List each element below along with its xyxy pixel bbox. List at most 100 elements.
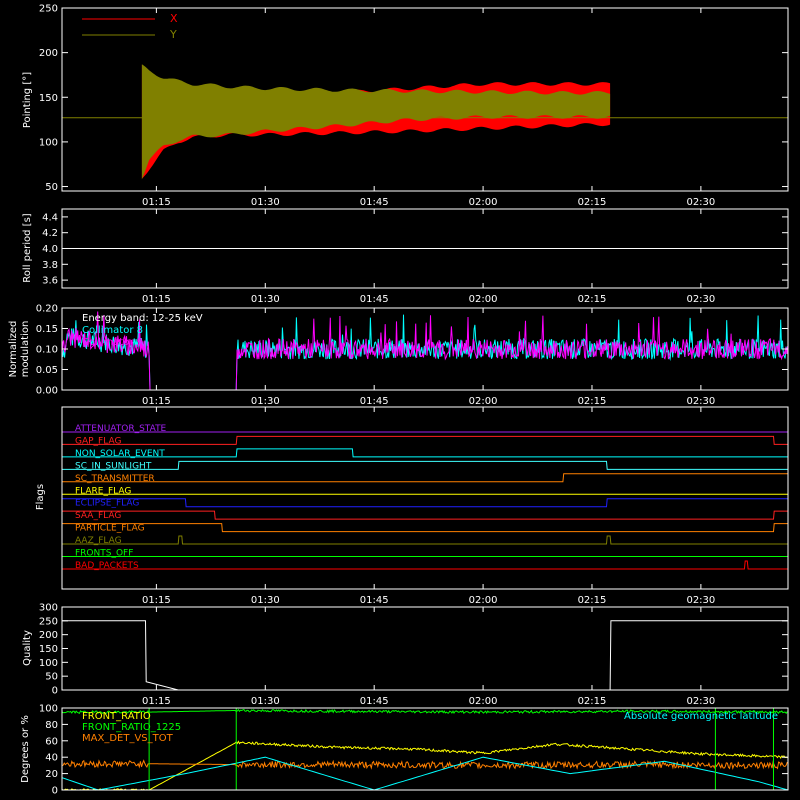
y-tick-label: 80: [45, 720, 58, 731]
roll-period-ylabel: Roll period [s]: [22, 213, 33, 282]
modulation-energy-band: Energy band: 12-25 keV: [82, 313, 203, 324]
x-tick-label: 01:45: [360, 197, 389, 208]
x-tick-label: 02:00: [469, 294, 498, 305]
flag-labels: ATTENUATOR_STATE GAP_FLAG NON_SOLAR_EVENT S…: [75, 424, 167, 571]
flag-label-particle-flag: PARTICLE_FLAG: [75, 524, 145, 534]
flag-label-sc-in-sunlight: SC_IN_SUNLIGHT: [75, 461, 152, 471]
degrees-frame: [61, 707, 789, 791]
y-tick-label: 0.00: [36, 386, 58, 397]
y-tick-label: 4.4: [42, 212, 58, 223]
flag-label-sc-transmitter: SC_TRANSMITTER: [75, 474, 155, 484]
quality-ylabel: Quality: [22, 630, 33, 666]
degrees-yticks: 0 20 40 60 80 100: [39, 704, 788, 797]
modulation-collimator-9: Collimator 9: [82, 337, 143, 348]
y-tick-label: 60: [45, 736, 58, 747]
x-tick-label: 02:15: [578, 294, 607, 305]
x-tick-label: 01:15: [142, 396, 171, 407]
legend-front-ratio: FRONT_RATIO: [82, 711, 151, 722]
y-tick-label: 50: [45, 182, 58, 193]
y-tick-label: 300: [39, 603, 58, 614]
x-tick-label: 01:30: [251, 197, 280, 208]
flag-line-aaz-flag: [62, 535, 788, 545]
flag-line-saa-flag: [62, 510, 788, 520]
degrees-trace-0: [61, 740, 788, 791]
modulation-yticks: 0.00 0.05 0.10 0.15 0.20: [36, 304, 788, 397]
modulation-ylabel-2: modulation: [20, 321, 31, 378]
degrees-panel: 0 20 40 60 80 100 Degrees or % FRONT_RATIO FR…: [20, 704, 789, 797]
flag-label-saa-flag: SAA_FLAG: [75, 511, 121, 521]
pointing-ylabel: Pointing [°]: [22, 72, 33, 128]
y-tick-label: 0.10: [36, 345, 58, 356]
x-tick-label: 01:45: [360, 396, 389, 407]
y-tick-label: 0.15: [36, 324, 58, 335]
x-tick-label: 01:30: [251, 696, 280, 707]
flag-lines: [62, 431, 788, 570]
geomagnetic-latitude-label: Absolute geomagnetic latitude: [624, 711, 778, 722]
x-tick-label: 02:15: [578, 595, 607, 606]
x-tick-label: 01:45: [360, 595, 389, 606]
x-tick-label: 02:00: [469, 197, 498, 208]
x-tick-label: 01:45: [360, 696, 389, 707]
y-tick-label: 150: [39, 644, 58, 655]
pointing-xticks: 01:15 01:30 01:45 02:00 02:15 02:30: [142, 8, 715, 208]
flag-label-flare-flag: FLARE_FLAG: [75, 486, 131, 496]
legend-max-det-vs-tot: MAX_DET_VS_TOT: [82, 733, 174, 744]
quality-xticks: 01:15 01:30 01:45 02:00 02:15 02:30: [142, 607, 715, 707]
x-tick-label: 01:15: [142, 696, 171, 707]
flag-line-eclipse-flag: [62, 498, 788, 508]
flags-xticks: 01:15 01:30 01:45 02:00 02:15 02:30: [142, 407, 715, 606]
flag-label-aaz-flag: AAZ_FLAG: [75, 536, 122, 546]
flag-line-sc-in-sunlight: [62, 460, 788, 470]
x-tick-label: 02:30: [686, 396, 715, 407]
modulation-xticks: 01:15 01:30 01:45 02:00 02:15 02:30: [142, 308, 715, 407]
legend-x-label: X: [170, 12, 178, 25]
quality-yticks: 0 50 100 150 200 250 300: [39, 603, 788, 697]
legend-front-ratio-1225: FRONT_RATIO_1225: [82, 722, 181, 733]
flag-label-eclipse-flag: ECLIPSE_FLAG: [75, 499, 139, 509]
x-tick-label: 02:15: [578, 197, 607, 208]
y-tick-label: 3.8: [42, 260, 58, 271]
flag-line-bad-packets: [62, 560, 788, 570]
flag-label-fronts-off: FRONTS_OFF: [75, 549, 133, 559]
y-tick-label: 100: [39, 137, 58, 148]
pointing-yticks: 50 100 150 200 250: [39, 4, 788, 193]
x-tick-label: 01:30: [251, 396, 280, 407]
degrees-trace-2: [61, 759, 788, 770]
x-tick-label: 02:30: [686, 197, 715, 208]
x-tick-label: 02:00: [469, 696, 498, 707]
y-tick-label: 50: [45, 672, 58, 683]
x-tick-label: 02:15: [578, 696, 607, 707]
x-tick-label: 02:30: [686, 696, 715, 707]
x-tick-label: 01:45: [360, 294, 389, 305]
degrees-traces: [61, 708, 789, 791]
y-tick-label: 3.6: [42, 276, 58, 287]
flag-label-bad-packets: BAD_PACKETS: [75, 561, 139, 571]
pointing-ribbons: [141, 64, 611, 180]
degrees-trace-1: [61, 708, 788, 715]
y-tick-label: 100: [39, 658, 58, 669]
y-tick-label: 100: [39, 704, 58, 715]
pointing-frame: [61, 7, 789, 192]
x-tick-label: 01:15: [142, 197, 171, 208]
modulation-collimator-8: Collimator 8: [82, 325, 143, 336]
y-tick-label: 4.0: [42, 244, 58, 255]
pointing-panel: 50 100 150 200 250 01:15 01:30 01:45 02:00 02:15…: [22, 4, 789, 208]
modulation-ylabel-1: Normalized: [8, 321, 19, 378]
y-tick-label: 200: [39, 48, 58, 59]
y-tick-label: 20: [45, 769, 58, 780]
y-tick-label: 150: [39, 93, 58, 104]
x-tick-label: 01:15: [142, 294, 171, 305]
flag-label-gap-flag: GAP_FLAG: [75, 436, 121, 446]
x-tick-label: 02:00: [469, 595, 498, 606]
roll-period-panel: 3.6 3.8 4.0 4.2 4.4 01:15 01:30 01:45 02:00 02:1…: [22, 208, 789, 305]
legend-y-label: Y: [169, 28, 177, 41]
y-tick-label: 250: [39, 616, 58, 627]
y-tick-label: 0: [52, 686, 58, 697]
flag-line-particle-flag: [62, 523, 788, 533]
x-tick-label: 02:30: [686, 595, 715, 606]
x-tick-label: 02:30: [686, 294, 715, 305]
flag-line-sc-transmitter: [62, 473, 788, 483]
y-tick-label: 250: [39, 4, 58, 15]
